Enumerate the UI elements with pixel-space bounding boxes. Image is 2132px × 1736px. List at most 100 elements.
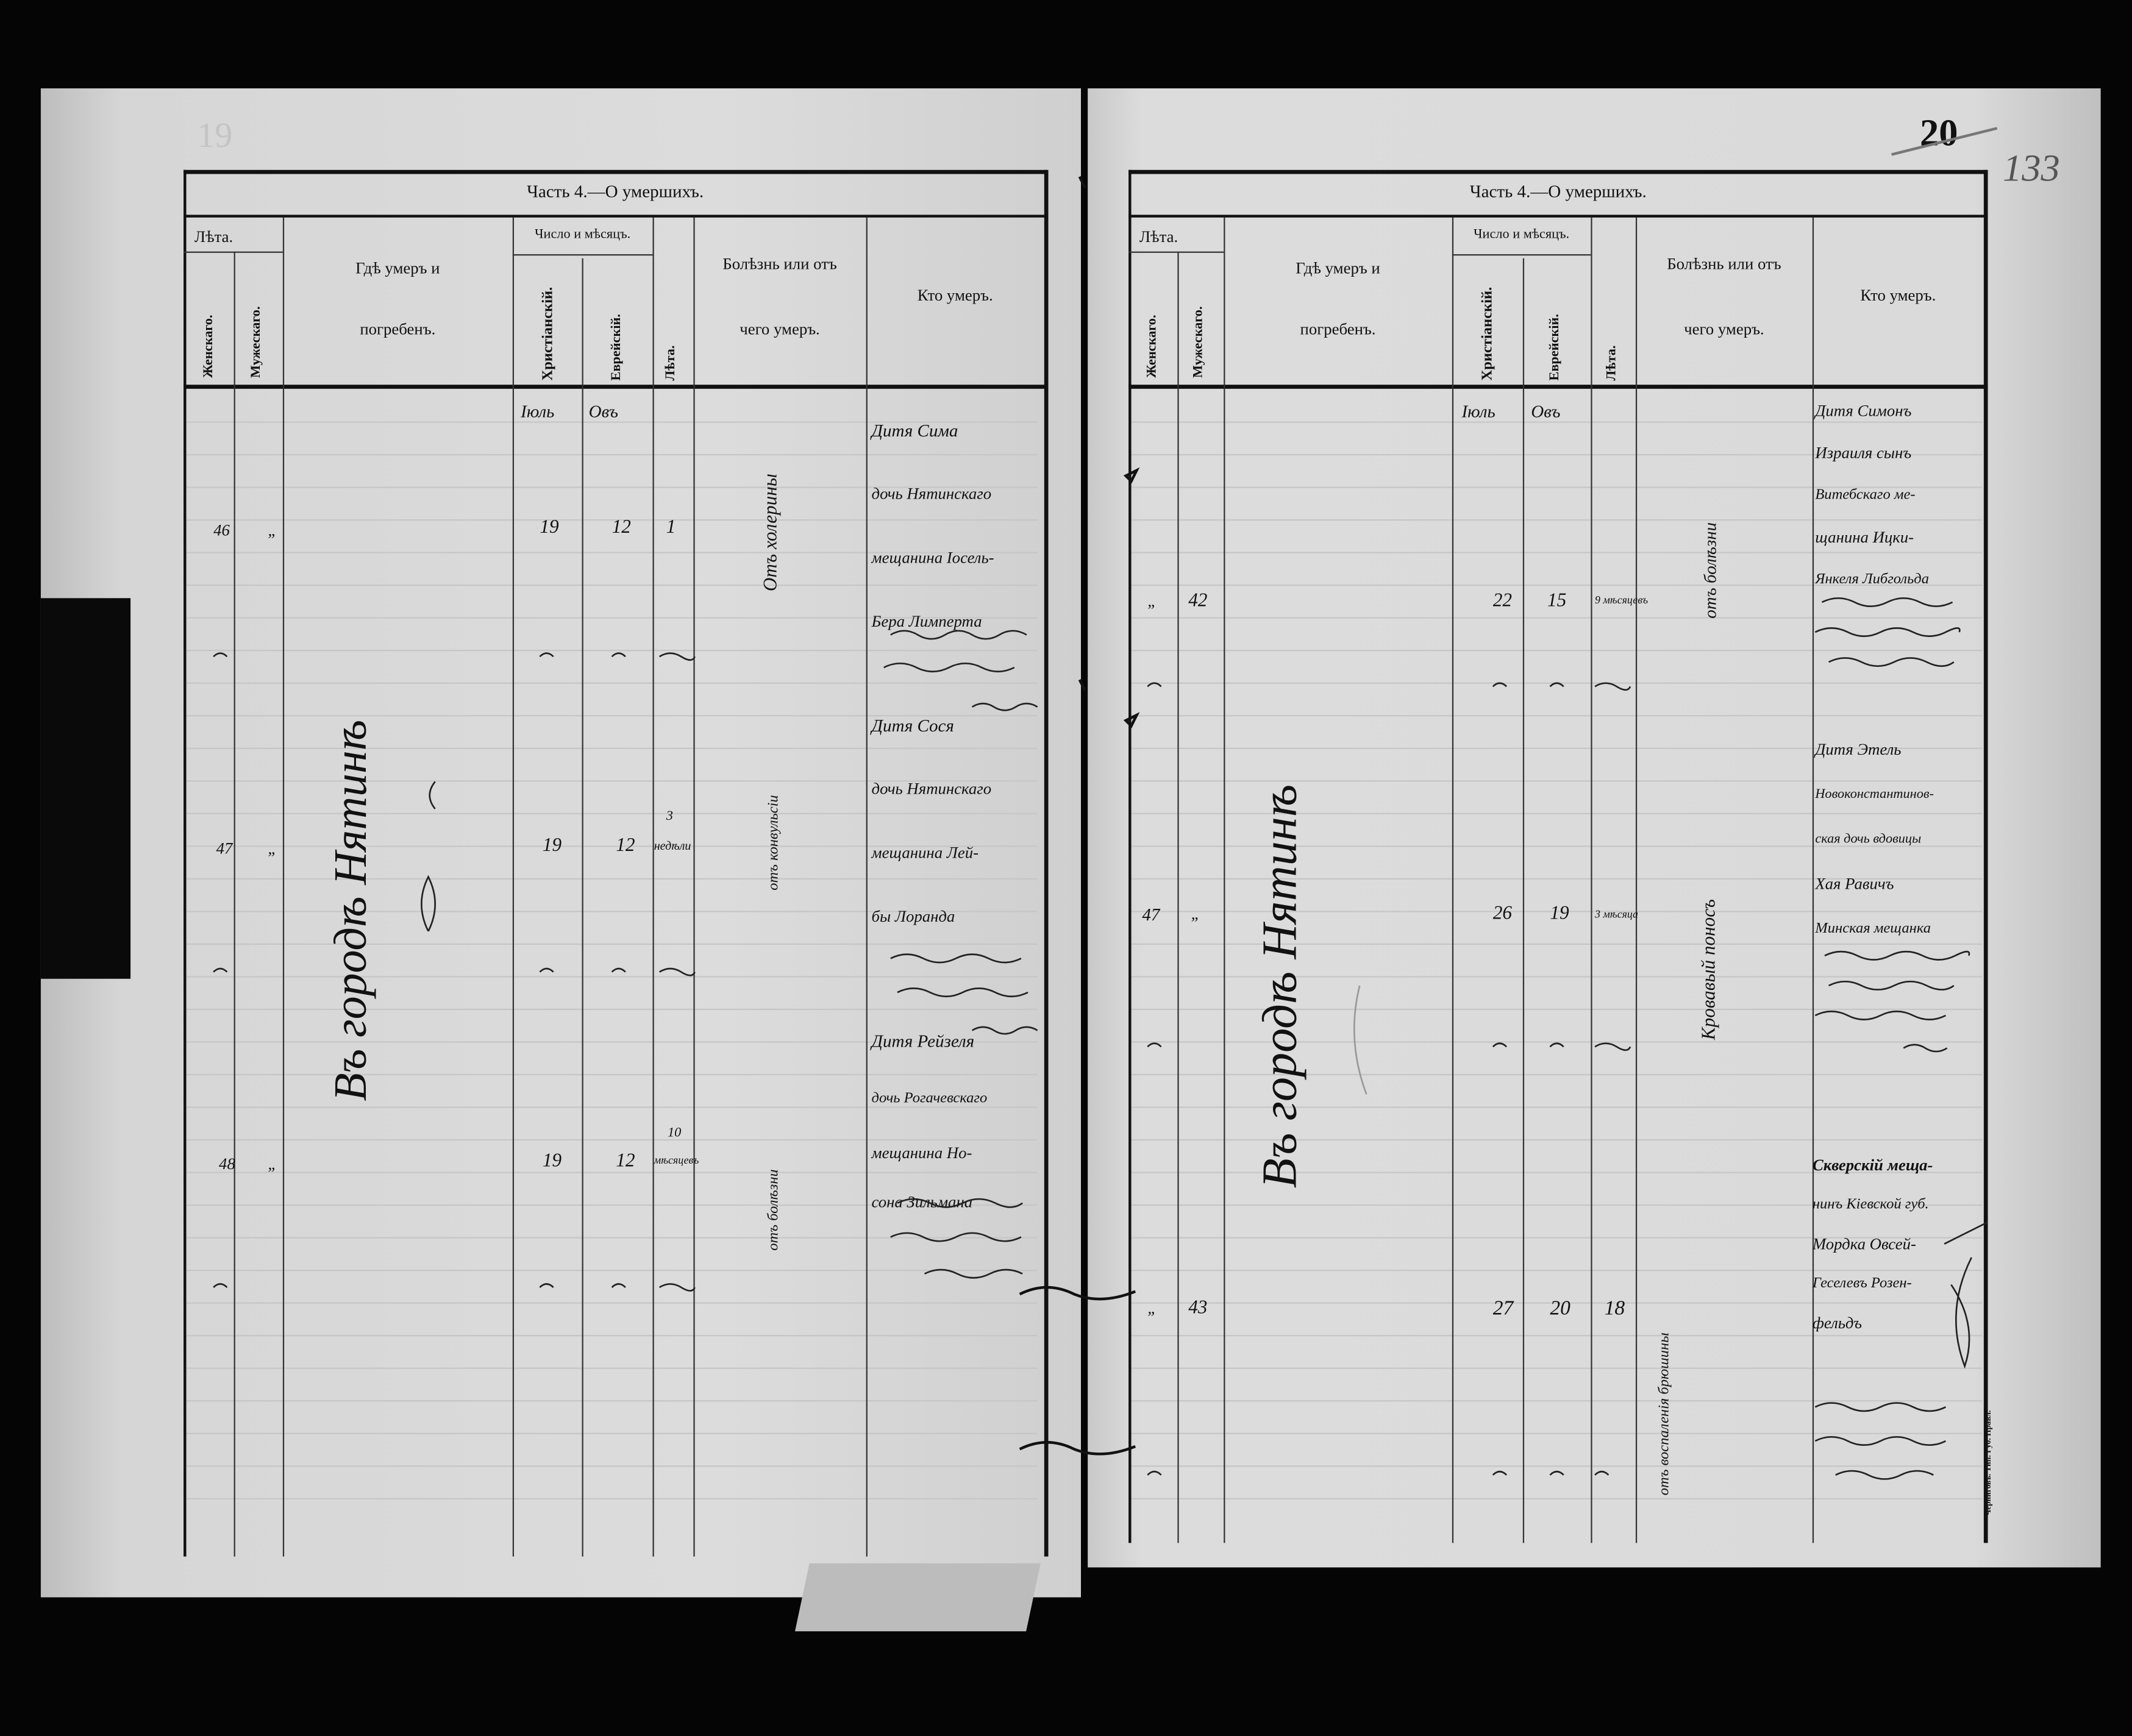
header-cause-1: Болѣзнь или отъ — [722, 254, 837, 274]
name-line: Дитя Сося — [871, 715, 954, 736]
ledger-rule — [186, 1172, 1038, 1173]
name-line: Новоконстантинов- — [1815, 787, 1934, 802]
ledger-rule — [186, 1106, 1038, 1108]
ledger-rule — [1131, 1139, 1983, 1141]
ledger-rule — [186, 911, 1038, 912]
ledger-rule — [1131, 747, 1983, 749]
header-where-2: погребенъ. — [360, 319, 436, 339]
entry-3-male-no: „ — [268, 1154, 277, 1173]
entry-2-name: Дитя Сося дочь Нятинскаго мещанина Лей- … — [872, 693, 992, 948]
ledger-rule — [186, 747, 1038, 749]
entry-2-age-number: 3 — [666, 808, 673, 824]
ledger-rule — [1131, 1008, 1983, 1011]
entry-3-female-no: 48 — [219, 1154, 235, 1173]
header-where-2: погребенъ. — [1300, 319, 1376, 339]
ledger-rule — [186, 1270, 1038, 1272]
name-line: ская дочь вдовицы — [1815, 831, 1922, 847]
entry-2-female-no: 47 — [1142, 904, 1160, 925]
header-date-group: Число и мѣсяцъ. — [1474, 227, 1570, 242]
ledger-rule — [1131, 1041, 1983, 1043]
ledger-rule — [1131, 943, 1983, 945]
entry-1-female-no: „ — [1147, 591, 1157, 611]
ledger-rule — [186, 1400, 1038, 1402]
ledger-rule — [186, 682, 1038, 684]
ledger-rule — [1131, 780, 1983, 782]
header-where-1: Гдѣ умеръ и — [355, 258, 440, 277]
ledger-rule — [1131, 715, 1983, 717]
ledger-rule — [186, 1237, 1038, 1239]
ghost-page-number: 19 — [197, 115, 233, 155]
header-who: Кто умеръ. — [917, 285, 993, 305]
name-line: Янкеля Либгольда — [1815, 571, 1929, 588]
ledger-rule — [1131, 650, 1983, 652]
name-line: Витебскаго ме- — [1815, 486, 1916, 503]
ledger-rule — [186, 1367, 1038, 1369]
ledger-rule — [186, 715, 1038, 717]
ledger-rule — [1131, 1270, 1983, 1272]
page-number: 20 — [1920, 113, 1958, 155]
entry-2-name: Дитя Этель Новоконстантинов- ская дочь в… — [1815, 727, 1934, 952]
entry-3-christian-day: 19 — [542, 1151, 562, 1172]
ledger-rule — [186, 1432, 1038, 1434]
ledger-rule — [186, 421, 1038, 423]
name-line: бы Лоранда — [871, 906, 955, 926]
entry-2-male-no: „ — [268, 839, 277, 858]
month-christian: Іюль — [1461, 400, 1496, 422]
name-line: Дитя Этель — [1815, 739, 1902, 759]
header-cause-2: чего умеръ. — [740, 319, 820, 339]
ledger-rule — [186, 519, 1038, 521]
ledger-rule — [1131, 1367, 1983, 1369]
ledger-rule — [186, 1302, 1038, 1304]
name-line: нинъ Кіевской губ. — [1812, 1196, 1929, 1213]
entry-2-jewish-day: 19 — [1550, 904, 1569, 925]
name-line: Минская мещанка — [1815, 920, 1931, 937]
entry-1-male-no: „ — [268, 521, 277, 540]
ledger-rule — [186, 650, 1038, 652]
archive-folio-number: 133 — [2003, 148, 2060, 191]
ledger-rule — [1131, 421, 1983, 423]
ledger-rule — [1131, 584, 1983, 586]
entry-3-female-no: „ — [1147, 1298, 1157, 1318]
ledger-rule — [1131, 1432, 1983, 1434]
entry-3-age-unit: мѣсяцевъ — [654, 1154, 699, 1167]
entry-1-female-no: 46 — [213, 521, 230, 540]
entry-2-age: 3 мѣсяца — [1595, 908, 1638, 920]
ledger-rule — [186, 486, 1038, 488]
name-line: мещанина Іосель- — [871, 547, 994, 567]
name-line: Бера Лимперта — [871, 611, 982, 631]
name-line: Израиля сынъ — [1815, 443, 1912, 463]
name-line: мещанина Но- — [871, 1143, 972, 1162]
ledger-rule — [186, 584, 1038, 586]
left-register-table: Часть 4.—О умершихъ. Лѣта. Женскаго. Муж… — [184, 169, 1049, 1557]
table-title: Часть 4.—О умершихъ. — [1469, 180, 1647, 202]
ledger-rule — [1131, 454, 1983, 456]
left-page-corner-flap — [794, 1563, 1041, 1632]
name-line: Геселевъ Розен- — [1812, 1275, 1912, 1292]
entry-3-age-number: 10 — [668, 1125, 682, 1141]
name-line: мещанина Лей- — [871, 842, 979, 862]
entry-3-christian-day: 27 — [1492, 1298, 1514, 1320]
ledger-rule — [1131, 845, 1983, 847]
ledger-rule — [1131, 1073, 1983, 1076]
entry-2-christian-day: 26 — [1492, 904, 1512, 925]
entry-1-age: 1 — [666, 518, 676, 539]
month-jewish: Овъ — [1531, 400, 1561, 422]
ledger-rule — [186, 552, 1038, 553]
ledger-rule — [1131, 813, 1983, 814]
name-line: Дитя Симонъ — [1815, 400, 1912, 421]
binding-stitches — [1019, 176, 1140, 1456]
entry-3-age: 18 — [1604, 1298, 1625, 1320]
name-line: дочь Нятинскаго — [871, 778, 992, 799]
entry-1-name: Дитя Симонъ Израиля сынъ Витебскаго ме- … — [1815, 390, 1929, 601]
ledger-rule — [186, 1335, 1038, 1337]
right-register-table: Часть 4.—О умершихъ. Лѣта. Женскаго. Муж… — [1128, 169, 1988, 1543]
ledger-rule — [186, 845, 1038, 847]
month-christian: Іюль — [521, 400, 555, 422]
ledger-rule — [1131, 617, 1983, 619]
table-title: Часть 4.—О умершихъ. — [527, 180, 704, 202]
entry-1-male-no: 42 — [1188, 591, 1208, 612]
ledger-rule — [186, 1465, 1038, 1467]
entry-1-name: Дитя Сима дочь Нятинскаго мещанина Іосел… — [872, 398, 994, 653]
left-page: 19 — [40, 88, 1082, 1598]
entry-3-male-no: 43 — [1188, 1298, 1208, 1319]
